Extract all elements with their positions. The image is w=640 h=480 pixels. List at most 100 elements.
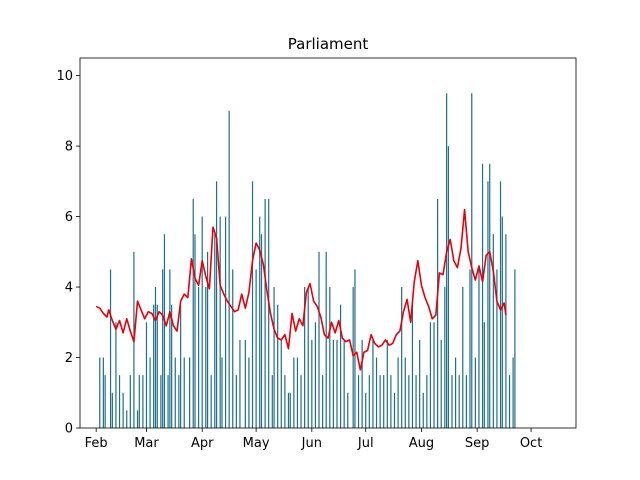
bar [368,375,370,428]
bar-series [99,93,516,429]
bar [287,392,290,428]
bar [228,110,230,429]
x-tick-label: Feb [85,436,108,451]
bar [126,410,128,428]
bar [239,339,241,428]
bar [248,357,250,428]
bar [289,392,291,428]
bar [169,269,171,428]
bar [361,339,363,428]
bar [419,339,421,428]
x-tick-label: Sep [465,436,490,451]
bar [404,357,406,428]
bar [149,357,151,428]
bar [201,216,203,428]
bar [514,269,516,428]
bar [512,357,514,428]
bar [444,287,446,428]
bar [426,375,428,428]
bar [458,375,460,428]
bar [111,392,113,428]
x-tick-label: Aug [409,436,434,451]
bar [487,181,489,428]
bar [206,251,209,428]
bar [271,375,273,428]
bar [390,375,392,428]
bar [415,375,417,428]
bar [145,322,148,428]
bar [433,322,435,428]
bar [142,375,144,428]
bar [178,375,180,428]
bar [102,357,104,428]
bar [437,198,439,428]
bar [136,410,139,428]
bar [224,216,227,428]
bar [496,269,498,428]
bar [322,375,324,428]
bar [293,357,295,428]
plot-frame [79,57,577,429]
bar [354,269,356,428]
bar [244,339,246,428]
bar [422,392,424,428]
bar [508,375,511,428]
bar [446,93,448,429]
bar [260,234,263,428]
bar [489,163,491,428]
bar [501,216,503,428]
bar [205,287,207,428]
bar [180,304,182,428]
bar [447,146,450,428]
bar [307,287,309,428]
y-tick-label: 2 [65,351,73,366]
bar [429,322,432,428]
bar [154,287,157,428]
bar [153,304,155,428]
axes: 0 2 4 6 8 10 Feb Mar Apr May Jun Jul Aug Sep Oct [56,57,577,451]
bar [347,392,349,428]
bar [311,339,313,428]
bar [408,375,410,428]
bar [481,163,484,428]
bar [465,375,467,428]
bar [352,287,354,428]
bar [462,287,464,428]
bar [280,339,282,428]
bar [469,269,471,428]
bar [264,198,266,428]
bar [138,375,140,428]
bar [160,375,162,428]
bar [167,375,169,428]
bar [277,304,279,428]
bar [183,357,185,428]
bar [255,269,257,428]
bar [339,304,342,428]
y-tick-label: 4 [65,281,73,296]
y-tick-label: 6 [65,210,73,225]
bar [397,357,399,428]
x-tick-label: Jun [301,436,322,451]
bar [300,375,302,428]
bar [99,357,101,428]
bar [156,304,158,428]
line-series [95,208,507,371]
bar [329,287,331,428]
bar [273,287,275,428]
bar [171,304,173,428]
bar [379,375,381,428]
bar [471,93,473,429]
bar [505,234,507,428]
bar [221,357,223,428]
bar [318,251,320,428]
bar [325,251,327,428]
x-tick-label: Oct [520,436,542,451]
bar [284,375,286,428]
y-tick-label: 0 [65,422,73,437]
bar [163,234,166,428]
bar [174,357,176,428]
bar [343,339,345,428]
bar [268,198,270,428]
bar [386,339,388,428]
